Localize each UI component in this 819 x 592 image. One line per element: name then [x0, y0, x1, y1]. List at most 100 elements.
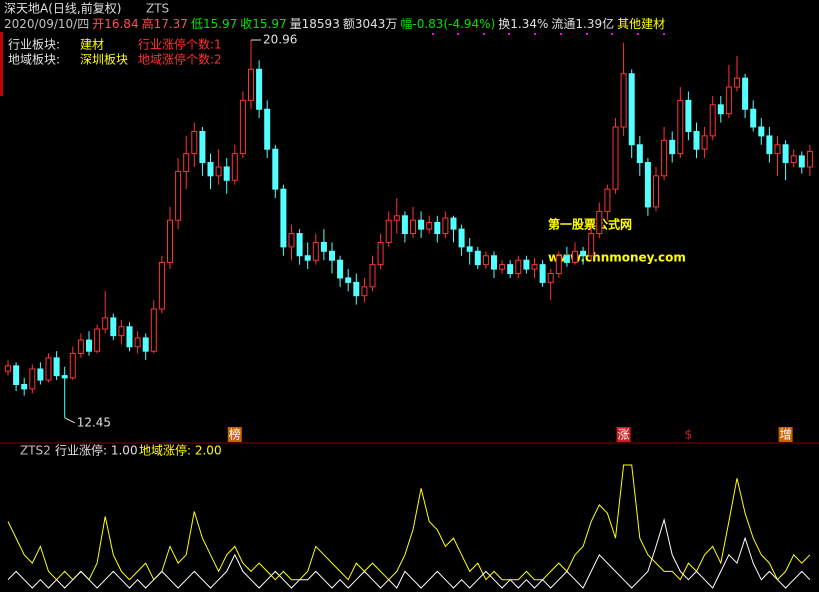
sector-label: 地域涨停个数:2 [138, 52, 222, 67]
candle-body [231, 153, 238, 181]
candle-body [256, 68, 263, 110]
candle-body [458, 228, 465, 248]
candle-body [272, 148, 279, 190]
candle-body [86, 339, 92, 352]
info-item: 其他建材 [617, 17, 665, 31]
candle-body [264, 108, 271, 150]
extreme-label: 12.45 [77, 415, 111, 429]
candle-body [102, 317, 109, 330]
candle-body [555, 255, 562, 275]
candle-body [450, 217, 457, 230]
candle-body [21, 384, 28, 390]
candle-body [628, 73, 635, 146]
candle-body [248, 68, 254, 101]
info-item: 额3043万 [343, 17, 398, 31]
candle-body [110, 317, 117, 337]
candle-body [191, 130, 198, 155]
candle-body [734, 77, 740, 88]
candle-body [385, 219, 392, 243]
info-item: 低15.97 [191, 17, 237, 31]
candle-body [750, 108, 757, 128]
legend-item: 地域涨停: 2.00 [139, 443, 222, 458]
candle-body [644, 162, 651, 208]
left-bar [0, 32, 3, 96]
info-item: 高17.37 [142, 16, 188, 31]
sector-label: 行业涨停个数:1 [138, 37, 222, 52]
indicator-name: ZTS [146, 2, 169, 16]
marker: $ [685, 428, 693, 442]
candle-body [320, 241, 327, 252]
candle-body [418, 219, 425, 230]
candle-body [685, 99, 692, 132]
candle-body [167, 219, 173, 263]
candle-body [782, 144, 789, 164]
candle-body [742, 77, 749, 110]
candle-body [296, 233, 303, 257]
candle-body [507, 264, 514, 275]
candle-body [758, 126, 765, 137]
candle-body [563, 255, 570, 263]
candle-body [774, 144, 781, 155]
indicator-line [7, 464, 811, 581]
watermark: 第一股票公式网 [548, 217, 632, 232]
extreme-label: 20.96 [263, 32, 297, 46]
info-item: 2020/09/10/四 [4, 17, 89, 31]
info-item: 收15.97 [240, 17, 286, 31]
candle-body [207, 162, 214, 177]
indicator-line [7, 517, 811, 589]
candle-body [142, 337, 149, 352]
candle-body [77, 339, 84, 354]
candle-body [134, 337, 141, 348]
legend-item: 行业涨停: 1.00 [55, 443, 138, 458]
candle-body [693, 130, 700, 150]
candle-body [596, 210, 603, 235]
candle-body [499, 264, 506, 270]
candle-body [361, 286, 368, 297]
candle-body [410, 219, 416, 235]
marker: 涨 [618, 427, 630, 442]
indicator-title: ZTS2 [20, 444, 51, 458]
candle-body [547, 273, 554, 283]
candle-body [312, 241, 319, 261]
candle-body [426, 221, 433, 230]
candle-body [482, 255, 489, 266]
candle-body [183, 153, 190, 172]
candle-body [369, 264, 376, 288]
sector-label: 地域板块: [8, 53, 60, 67]
candle-body [126, 326, 133, 348]
candle-body [523, 259, 530, 270]
sector-label: 行业板块: [8, 38, 60, 52]
candle-body [588, 233, 595, 257]
info-line: 2020/09/10/四 开16.84 高17.37 低15.97 收15.97 量185… [4, 16, 665, 31]
candle-body [466, 246, 473, 252]
candle-body [717, 104, 724, 115]
info-item: 幅-0.83(-4.94%) [400, 16, 495, 31]
marker-bg [616, 427, 631, 442]
candle-body [434, 221, 441, 235]
candle-body [175, 170, 182, 221]
candle-body [377, 241, 384, 266]
candle-body [790, 155, 797, 164]
candle-body [709, 104, 716, 137]
candle-body [37, 368, 44, 381]
candle-body [798, 155, 805, 168]
info-item: 开16.84 [92, 17, 138, 31]
candle-body [223, 166, 230, 181]
candle-body [539, 264, 546, 283]
candle-body [442, 217, 449, 235]
candle-body [669, 139, 676, 155]
candle-body [13, 365, 20, 386]
candle-body [29, 368, 36, 390]
info-item: 流通1.39亿 [551, 16, 614, 31]
candle-body [304, 255, 311, 261]
candle-body [661, 139, 668, 177]
candle-body [725, 86, 732, 115]
sector-label: 建材 [80, 38, 104, 52]
candle-body [701, 135, 708, 150]
candle-body [612, 126, 619, 190]
candle-body [69, 352, 76, 379]
candle-body [677, 99, 684, 155]
top-dots [432, 33, 665, 35]
candle-body [150, 308, 157, 352]
